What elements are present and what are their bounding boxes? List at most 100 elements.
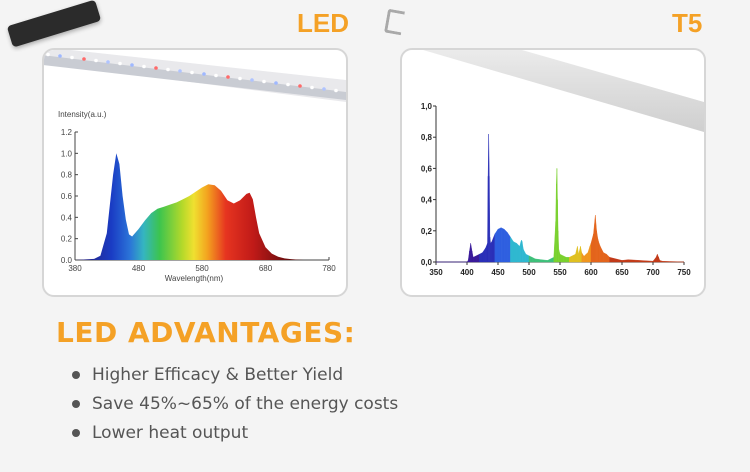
led-y-axis-label: Intensity(a.u.) (58, 110, 107, 119)
led-x-tick-label: 480 (132, 264, 146, 273)
led-diode (82, 57, 86, 61)
led-label: LED (297, 8, 349, 38)
bullet-icon (72, 428, 80, 437)
led-x-tick-label: 380 (68, 264, 82, 273)
advantage-item: Higher Efficacy & Better Yield (72, 360, 398, 389)
led-diode (310, 85, 314, 90)
led-x-axis-label: Wavelength(nm) (165, 274, 224, 283)
t5-spectrum-segment (503, 228, 508, 263)
t5-y-tick-label: 0,8 (421, 133, 433, 142)
t5-spectrum-segment (600, 246, 604, 263)
t5-spectrum-segment (578, 246, 581, 263)
advantage-text: Higher Efficacy & Better Yield (92, 364, 344, 385)
t5-spectrum-segment (479, 252, 483, 263)
t5-spectrum-segment (534, 258, 542, 263)
bullet-icon (72, 370, 80, 379)
t5-spectrum-segment (606, 253, 610, 263)
t5-spectrum-segment (659, 260, 663, 263)
led-diode (202, 72, 206, 76)
led-diode (274, 81, 278, 85)
led-diode (154, 66, 158, 70)
t5-label: T5 (672, 8, 703, 38)
led-diode (250, 78, 254, 82)
led-y-tick-label: 0.6 (61, 192, 73, 201)
t5-spectrum-segment (621, 259, 629, 263)
t5-spectrum-segment (472, 255, 477, 263)
t5-spectrum-segment (609, 257, 623, 263)
led-diode (178, 69, 182, 73)
t5-spectrum-chart: 0,0 0,2 0,4 0,6 0,8 1,0 350 400 450 500 550 600 650 7… (421, 50, 704, 277)
led-fixture-endcap (6, 0, 102, 48)
t5-spectrum-segment (652, 256, 657, 263)
t5-x-tick-label: 650 (615, 268, 629, 277)
t5-spectrum-segment (497, 227, 502, 263)
t5-spectrum-segment (593, 215, 596, 263)
t5-spectrum-segment (587, 246, 591, 263)
t5-y-tick-label: 0,2 (421, 227, 433, 236)
t5-spectrum-card: 0,0 0,2 0,4 0,6 0,8 1,0 350 400 450 500 550 600 650 7… (400, 48, 706, 297)
t5-y-tick-label: 0,0 (421, 258, 433, 267)
led-y-tick-label: 0.2 (61, 235, 73, 244)
led-diode (70, 55, 74, 60)
led-y-tick-label: 0.0 (61, 256, 73, 265)
t5-spectrum-segment (525, 253, 530, 263)
t5-spectrum-segment (507, 231, 511, 263)
t5-spectrum-segment (541, 259, 548, 263)
advantages-title: LED ADVANTAGES: (56, 316, 356, 349)
led-diode (166, 67, 170, 72)
t5-spectrum-segment (531, 256, 536, 263)
t5-spectrum-segment (482, 247, 486, 263)
t5-spectrum-segment (547, 256, 555, 263)
t5-x-tick-label: 700 (646, 268, 660, 277)
t5-tube-pins (384, 8, 405, 36)
led-diode (106, 60, 110, 64)
advantage-item: Save 45%~65% of the energy costs (72, 389, 398, 418)
led-diode (130, 63, 134, 67)
t5-spectrum-segment (559, 253, 564, 263)
led-spectrum-area (75, 153, 304, 260)
led-diode (46, 52, 50, 57)
led-diode (322, 87, 326, 91)
led-diode (262, 79, 266, 84)
led-diode (58, 54, 62, 58)
led-diode (298, 84, 302, 88)
led-x-tick-label: 780 (322, 264, 336, 273)
t5-x-tick-label: 750 (677, 268, 691, 277)
advantage-text: Lower heat output (92, 422, 249, 443)
t5-x-tick-label: 400 (460, 268, 474, 277)
t5-spectrum-segment (627, 259, 654, 263)
led-diode (118, 61, 122, 66)
t5-spectrum-segment (590, 233, 594, 263)
t5-spectrum-segment (528, 255, 533, 263)
led-diode (238, 76, 242, 81)
t5-spectrum-segment (562, 255, 567, 263)
t5-spectrum-segment (603, 252, 607, 263)
t5-x-tick-label: 350 (429, 268, 443, 277)
t5-spectrum-segment (513, 241, 517, 263)
t5-spectrum-segment (485, 243, 488, 263)
led-spectrum-card: 0.0 0.2 0.4 0.6 0.8 1.0 1.2 380 480 580 680 780 Int… (42, 48, 348, 297)
advantage-text: Save 45%~65% of the energy costs (92, 393, 399, 414)
led-diode (94, 58, 98, 63)
t5-spectrum-segment (569, 255, 573, 263)
advantage-item: Lower heat output (72, 418, 398, 447)
t5-spectrum-segment (581, 251, 584, 263)
t5-spectrum-segment (500, 227, 505, 263)
t5-spectrum-segment (553, 221, 556, 263)
t5-x-tick-label: 600 (584, 268, 598, 277)
t5-spectrum-segment (491, 233, 496, 263)
led-diode (226, 75, 230, 79)
t5-spectrum-segment (494, 228, 499, 263)
led-x-tick-label: 680 (259, 264, 273, 273)
led-spectrum-chart: 0.0 0.2 0.4 0.6 0.8 1.0 1.2 380 480 580 680 780 Int… (44, 50, 346, 283)
led-diode (286, 82, 290, 87)
led-diode (142, 64, 146, 69)
t5-spectrum-segment (572, 253, 576, 263)
t5-spectrum-segment (575, 246, 578, 263)
led-diode (214, 73, 218, 78)
bullet-icon (72, 399, 80, 408)
t5-tube-image (423, 50, 704, 132)
t5-spectrum-segment (516, 242, 520, 263)
led-x-tick-label: 580 (195, 264, 209, 273)
t5-spectrum-segment (585, 252, 589, 263)
